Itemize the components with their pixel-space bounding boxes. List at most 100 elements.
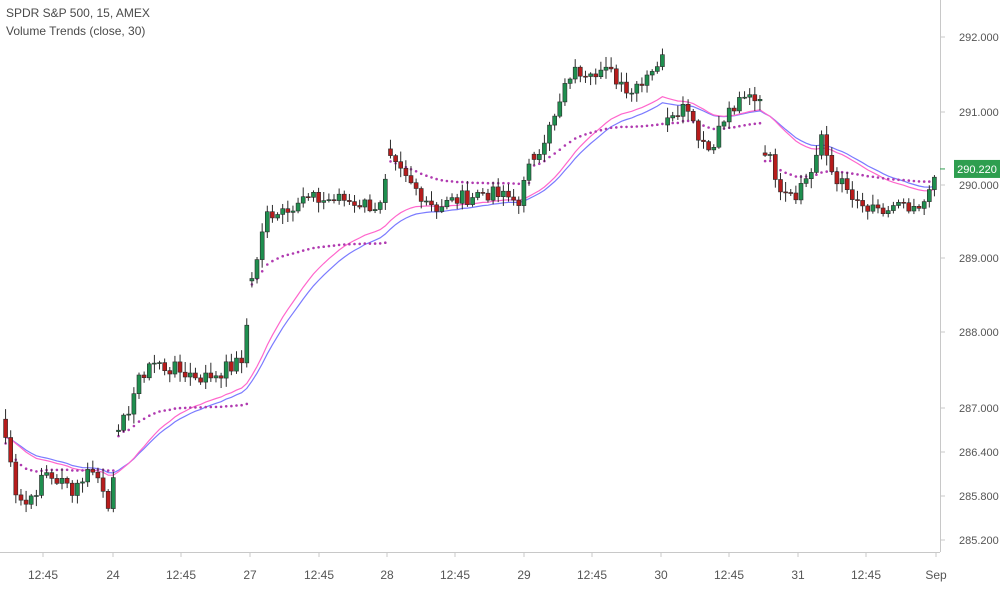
trend-dot: [245, 402, 249, 406]
trend-dot: [861, 173, 864, 177]
trend-dot: [214, 405, 218, 409]
candle-body: [665, 117, 670, 126]
trend-dot: [820, 171, 823, 174]
candle-body: [167, 370, 173, 375]
candle-body: [803, 178, 809, 184]
candle-body: [891, 205, 896, 211]
trend-dot: [512, 182, 515, 185]
trend-dot: [230, 404, 233, 408]
trend-dot: [163, 409, 166, 412]
trend-dot: [71, 469, 74, 472]
trend-dot: [461, 180, 464, 184]
candle-body: [8, 437, 13, 463]
candle-body: [603, 66, 609, 71]
trend-dot: [281, 254, 285, 258]
candle-body: [896, 202, 901, 206]
trend-dot: [204, 405, 207, 409]
candle-body: [208, 372, 214, 379]
trend-dot: [235, 404, 238, 407]
trend-dot: [224, 405, 228, 408]
candle-body: [64, 477, 70, 484]
candle-body: [593, 73, 599, 78]
candle-body: [501, 190, 506, 197]
x-tick-label: 30: [654, 568, 668, 582]
trend-dot: [507, 182, 510, 185]
candle-body: [793, 192, 799, 201]
candle-body: [259, 231, 265, 260]
candle-body: [290, 210, 296, 213]
trend-dot: [81, 469, 84, 472]
trend-dot: [327, 244, 331, 248]
candle-body: [275, 214, 280, 219]
trend-dot: [378, 242, 382, 245]
trend-dot: [635, 125, 639, 128]
trend-dot: [142, 417, 146, 421]
ma-line-magenta: [5, 96, 935, 476]
trend-dot: [573, 137, 577, 140]
candle-body: [731, 107, 737, 112]
candle-body: [372, 209, 378, 212]
candle-body: [634, 83, 640, 94]
trend-dot: [630, 125, 633, 129]
trend-dot: [363, 242, 367, 245]
trend-dot: [199, 406, 202, 409]
trend-dot: [19, 463, 23, 467]
x-tick-label: 12:45: [714, 568, 744, 582]
trend-dot: [563, 144, 567, 147]
legend-symbol: SPDR S&P 500, 15, AMEX: [6, 6, 150, 20]
candle-body: [439, 206, 445, 212]
y-tick-label: 289.000: [959, 253, 999, 265]
candle-body: [111, 477, 116, 509]
x-tick-label: 12:45: [440, 568, 470, 582]
candle-body: [44, 472, 49, 476]
candle-body: [28, 495, 34, 505]
trend-dot: [322, 245, 326, 248]
candle-body: [726, 107, 732, 123]
candle-body: [434, 204, 439, 212]
trend-dot: [168, 408, 172, 412]
trend-dot: [640, 125, 644, 128]
candle-body: [398, 161, 404, 169]
candle-body: [23, 499, 29, 505]
candle-body: [444, 200, 450, 208]
candle-body: [870, 204, 876, 212]
trend-dot: [892, 178, 895, 181]
candle-body: [234, 357, 239, 372]
candle-body: [829, 155, 835, 172]
trend-dot: [271, 259, 274, 263]
trend-dot: [137, 420, 141, 423]
trend-dot: [55, 468, 59, 472]
trend-dot: [789, 173, 792, 176]
trend-dot: [430, 176, 433, 179]
trend-dot: [450, 180, 454, 183]
trend-dot: [568, 140, 572, 144]
candle-body: [198, 377, 203, 383]
candle-body: [311, 192, 316, 198]
x-tick-label: 31: [791, 568, 805, 582]
trend-dot: [825, 170, 828, 173]
candle-body: [95, 471, 101, 479]
candle-body: [34, 495, 39, 497]
x-tick-label: 12:45: [304, 568, 334, 582]
candle-body: [824, 134, 830, 156]
candle-body: [388, 148, 393, 156]
candle-body: [141, 374, 147, 379]
x-tick-label: 29: [517, 568, 531, 582]
candle-body: [926, 189, 932, 202]
candle-body: [177, 361, 183, 373]
trend-dot: [455, 180, 459, 184]
candle-body: [3, 418, 8, 438]
candle-body: [608, 66, 614, 70]
trend-dot: [29, 469, 33, 472]
trend-dot: [440, 179, 444, 182]
candle-body: [788, 192, 794, 194]
candle-body: [413, 182, 419, 189]
trend-dot: [743, 124, 746, 127]
trend-dot: [153, 412, 156, 415]
trend-dot: [76, 469, 79, 472]
candle-body: [521, 180, 527, 206]
candle-body: [18, 494, 24, 501]
trend-dot: [928, 180, 931, 183]
